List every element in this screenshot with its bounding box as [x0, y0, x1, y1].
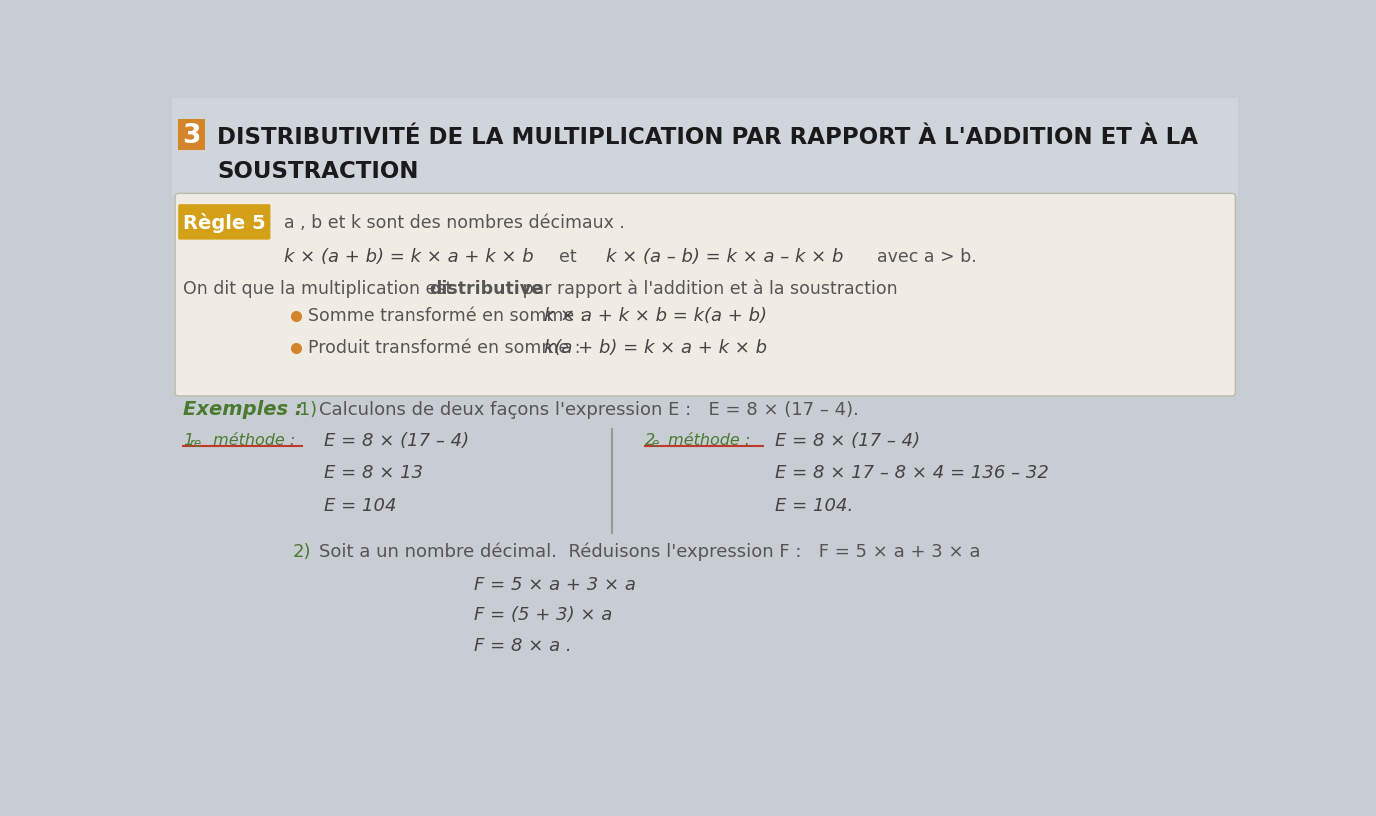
Text: DISTRIBUTIVITÉ DE LA MULTIPLICATION PAR RAPPORT À L'ADDITION ET À LA: DISTRIBUTIVITÉ DE LA MULTIPLICATION PAR … [217, 126, 1198, 149]
Text: k(a + b) = k × a + k × b: k(a + b) = k × a + k × b [544, 339, 766, 357]
Text: E = 8 × 17 – 8 × 4 = 136 – 32: E = 8 × 17 – 8 × 4 = 136 – 32 [775, 464, 1049, 482]
Text: E = 8 × (17 – 4): E = 8 × (17 – 4) [323, 432, 469, 450]
Text: 3: 3 [182, 123, 201, 149]
Text: méthode :: méthode : [663, 433, 750, 448]
Text: re: re [190, 437, 202, 450]
FancyBboxPatch shape [172, 98, 1238, 197]
FancyBboxPatch shape [175, 193, 1236, 396]
Text: k × a + k × b = k(a + b): k × a + k × b = k(a + b) [544, 307, 766, 325]
Text: 2: 2 [645, 433, 655, 448]
Text: distributive: distributive [429, 280, 544, 298]
Text: par rapport à l'addition et à la soustraction: par rapport à l'addition et à la soustra… [517, 280, 897, 298]
Text: E = 104.: E = 104. [775, 497, 853, 515]
Text: avec a > b.: avec a > b. [878, 247, 977, 265]
Text: et: et [560, 247, 577, 265]
FancyBboxPatch shape [179, 204, 271, 240]
Text: E = 8 × 13: E = 8 × 13 [323, 464, 422, 482]
Text: Exemples :: Exemples : [183, 401, 303, 419]
Text: 1): 1) [293, 401, 316, 419]
Text: 1: 1 [183, 433, 193, 448]
Text: Calculons de deux façons l'expression E :   E = 8 × (17 – 4).: Calculons de deux façons l'expression E … [319, 401, 859, 419]
Text: Règle 5: Règle 5 [183, 214, 266, 233]
Text: E = 104: E = 104 [323, 497, 396, 515]
Text: e: e [652, 437, 659, 450]
Text: Somme transformé en somme :: Somme transformé en somme : [308, 307, 585, 325]
Text: SOUSTRACTION: SOUSTRACTION [217, 160, 418, 184]
Text: Soit a un nombre décimal.  Réduisons l'expression F :   F = 5 × a + 3 × a: Soit a un nombre décimal. Réduisons l'ex… [319, 543, 981, 561]
Text: 2): 2) [293, 543, 311, 561]
Text: Produit transformé en somme :: Produit transformé en somme : [308, 339, 581, 357]
Text: E = 8 × (17 – 4): E = 8 × (17 – 4) [775, 432, 921, 450]
Text: méthode :: méthode : [208, 433, 294, 448]
Text: F = (5 + 3) × a: F = (5 + 3) × a [475, 606, 612, 624]
Text: k × (a – b) = k × a – k × b: k × (a – b) = k × a – k × b [605, 247, 843, 265]
Text: On dit que la multiplication est: On dit que la multiplication est [183, 280, 458, 298]
Text: k × (a + b) = k × a + k × b: k × (a + b) = k × a + k × b [285, 247, 534, 265]
Text: F = 8 × a .: F = 8 × a . [475, 637, 572, 655]
FancyBboxPatch shape [179, 119, 205, 150]
Text: a , b et k sont des nombres décimaux .: a , b et k sont des nombres décimaux . [285, 215, 625, 233]
Text: F = 5 × a + 3 × a: F = 5 × a + 3 × a [475, 575, 636, 593]
